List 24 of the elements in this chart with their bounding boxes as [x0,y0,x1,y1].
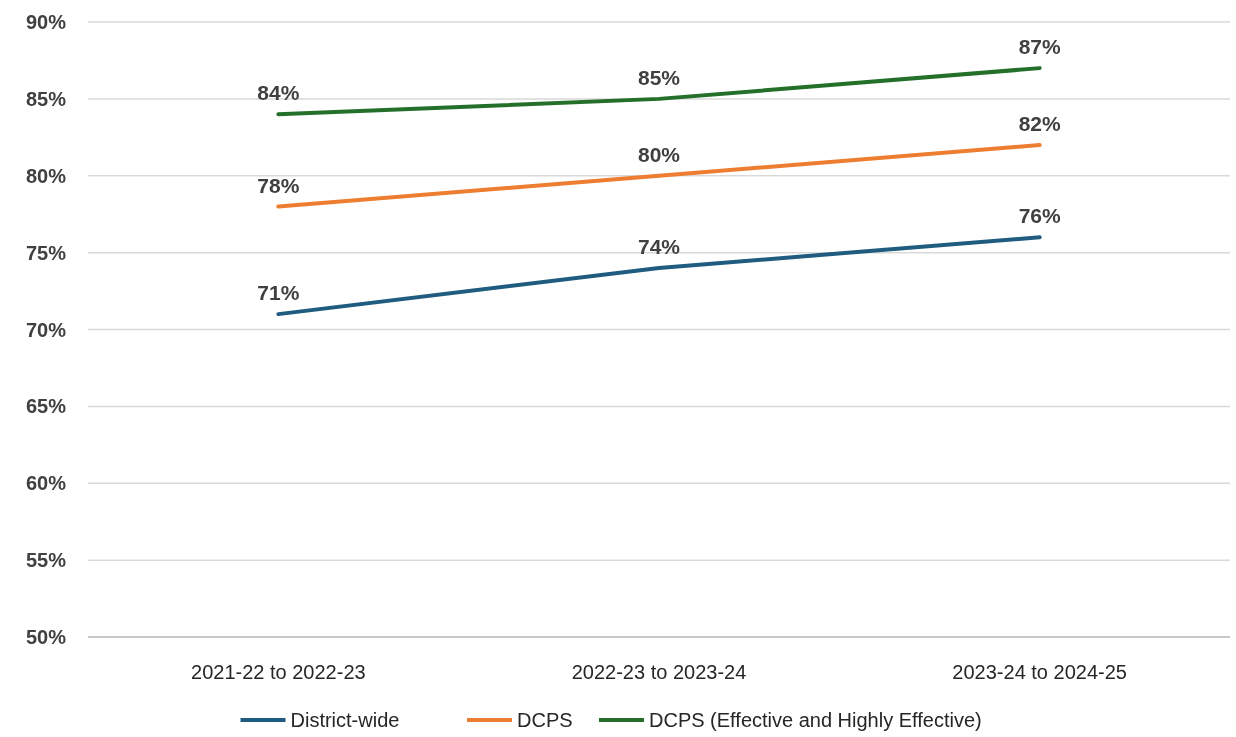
data-label: 82% [1018,112,1062,135]
y-tick-label: 70% [25,318,67,341]
legend-label: DCPS [517,709,573,731]
data-label: 71% [257,281,300,305]
y-tick-label: 50% [25,626,67,648]
data-label: 84% [257,81,300,105]
y-tick-label: 85% [25,87,67,110]
y-tick-label: 65% [25,395,67,418]
y-tick-label: 55% [25,549,67,572]
legend-label: District-wide [290,709,400,731]
legend-label: DCPS (Effective and Highly Effective) [649,709,982,731]
data-label: 85% [637,65,681,89]
y-tick-label: 80% [25,164,67,187]
y-tick-label: 75% [25,241,67,264]
data-label: 76% [1018,204,1062,228]
data-label: 78% [257,173,300,197]
y-tick-label: 90% [25,11,67,33]
y-tick-label: 60% [25,472,67,495]
x-tick-label: 2022-23 to 2023-24 [571,661,747,683]
x-tick-label: 2021-22 to 2022-23 [191,661,366,683]
x-tick-label: 2023-24 to 2024-25 [952,661,1127,683]
data-label: 74% [637,235,681,258]
data-label: 87% [1018,35,1062,59]
data-label: 80% [637,142,681,166]
